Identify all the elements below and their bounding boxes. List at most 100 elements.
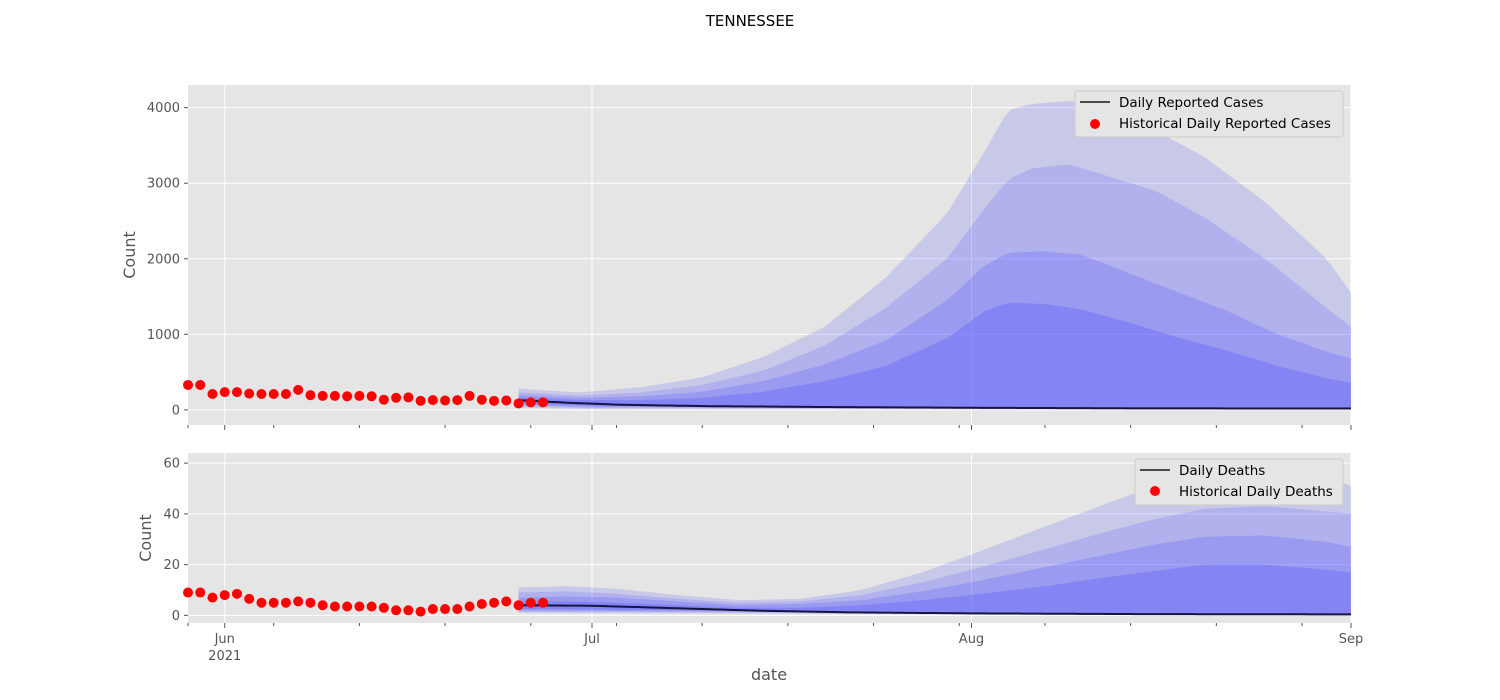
- deaths-legend-point-swatch: [1150, 486, 1160, 496]
- deaths-x-ticks: Jun 2021 Jul Aug Sep: [187, 623, 1364, 664]
- cases-historical-points: [183, 379, 549, 409]
- cases-legend: Daily Reported Cases Historical Daily Re…: [1074, 90, 1344, 138]
- cases-historical-point: [280, 389, 291, 400]
- deaths-historical-point: [476, 598, 487, 609]
- cases-historical-point: [391, 392, 402, 403]
- x-tick-label: Jun: [214, 632, 235, 647]
- cases-x-ticks: [187, 425, 1352, 430]
- deaths-historical-point: [305, 597, 316, 608]
- deaths-historical-point: [403, 605, 414, 616]
- cases-historical-point: [452, 395, 463, 406]
- figure-title: TENNESSEE: [705, 12, 795, 30]
- cases-historical-point: [219, 387, 230, 398]
- cases-historical-point: [268, 389, 279, 400]
- cases-historical-point: [440, 395, 451, 406]
- deaths-historical-point: [280, 597, 291, 608]
- deaths-y-axis-label: Count: [136, 514, 155, 562]
- deaths-band-middle: [518, 506, 1351, 615]
- deaths-historical-point: [452, 604, 463, 615]
- deaths-historical-point: [256, 597, 267, 608]
- cases-forecast-bands: [518, 101, 1351, 410]
- deaths-historical-point: [538, 597, 549, 608]
- deaths-y-tick-label: 60: [163, 457, 180, 472]
- cases-grid: [188, 85, 1352, 425]
- deaths-historical-point: [231, 588, 242, 599]
- deaths-historical-point: [219, 590, 230, 601]
- x-axis-label: date: [751, 665, 787, 684]
- deaths-historical-point: [207, 592, 218, 603]
- cases-historical-point: [415, 395, 426, 406]
- deaths-y-tick-label: 40: [163, 507, 180, 522]
- cases-band-outer: [518, 101, 1351, 410]
- cases-y-ticks: 0 1000 2000 3000 4000: [147, 101, 188, 418]
- cases-band-core: [518, 302, 1351, 409]
- deaths-historical-point: [293, 596, 304, 607]
- cases-y-tick-label: 1000: [147, 328, 180, 343]
- deaths-historical-point: [513, 600, 524, 611]
- deaths-band-core: [518, 564, 1351, 615]
- cases-legend-point-swatch: [1090, 119, 1100, 129]
- deaths-y-ticks: 0 20 40 60: [163, 457, 188, 624]
- cases-y-tick-label: 4000: [147, 101, 180, 116]
- cases-historical-point: [378, 394, 389, 405]
- cases-panel: 0 1000 2000 3000 4000 Count Daily Reported C…: [120, 85, 1352, 430]
- cases-historical-point: [476, 394, 487, 405]
- cases-y-axis-label: Count: [120, 231, 139, 279]
- deaths-y-tick-label: 20: [163, 558, 180, 573]
- cases-historical-point: [501, 395, 512, 406]
- cases-y-tick-label: 0: [172, 403, 180, 418]
- cases-historical-point: [538, 397, 549, 408]
- cases-legend-frame: [1074, 90, 1344, 138]
- cases-historical-point: [366, 391, 377, 402]
- deaths-historical-points: [183, 587, 549, 617]
- deaths-historical-point: [354, 601, 365, 612]
- cases-plot-area: [188, 85, 1351, 425]
- cases-historical-point: [244, 388, 255, 399]
- deaths-historical-point: [440, 604, 451, 615]
- cases-median-line-group: [518, 399, 1352, 410]
- cases-legend-points-label: Historical Daily Reported Cases: [1119, 116, 1331, 132]
- cases-historical-point: [183, 379, 193, 390]
- cases-band-middle: [518, 164, 1351, 410]
- deaths-legend-line-label: Daily Deaths: [1179, 463, 1265, 479]
- cases-historical-point: [317, 390, 328, 401]
- deaths-historical-point: [244, 593, 255, 604]
- deaths-grid: [188, 453, 1352, 623]
- cases-median-line: [518, 399, 1352, 410]
- deaths-y-tick-label: 0: [172, 609, 180, 624]
- deaths-historical-point: [317, 600, 328, 611]
- cases-historical-point: [342, 391, 353, 402]
- cases-historical-point: [354, 390, 365, 401]
- x-tick-year-label: 2021: [208, 649, 241, 664]
- cases-historical-point: [525, 397, 536, 408]
- cases-historical-point: [403, 392, 414, 403]
- cases-historical-point: [513, 398, 524, 409]
- cases-historical-point: [293, 384, 304, 395]
- x-tick-label: Aug: [959, 632, 984, 647]
- cases-historical-point: [329, 390, 340, 401]
- cases-historical-point: [305, 390, 316, 401]
- cases-historical-point: [195, 379, 206, 390]
- cases-y-tick-label: 2000: [147, 252, 180, 267]
- deaths-band-inner: [518, 535, 1351, 615]
- deaths-historical-point: [464, 601, 475, 612]
- deaths-median-line: [518, 604, 1352, 616]
- cases-band-inner: [518, 251, 1351, 409]
- deaths-historical-point: [329, 601, 340, 612]
- deaths-historical-point: [427, 604, 438, 615]
- deaths-historical-point: [366, 601, 377, 612]
- deaths-historical-point: [378, 602, 389, 613]
- cases-historical-point: [427, 395, 438, 406]
- cases-historical-point: [489, 395, 500, 406]
- deaths-historical-point: [391, 605, 402, 616]
- deaths-panel: 0 20 40 60 Jun 2021 Jul Aug Sep Count Daily Dea…: [136, 453, 1363, 664]
- deaths-historical-point: [489, 597, 500, 608]
- cases-historical-point: [207, 389, 218, 400]
- deaths-median-line-group: [518, 604, 1352, 616]
- deaths-historical-point: [342, 601, 353, 612]
- x-tick-label: Sep: [1339, 632, 1364, 647]
- cases-historical-point: [256, 389, 267, 400]
- deaths-historical-point: [415, 606, 426, 617]
- cases-y-tick-label: 3000: [147, 177, 180, 192]
